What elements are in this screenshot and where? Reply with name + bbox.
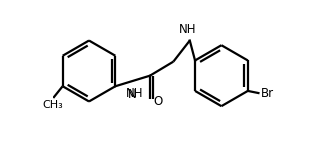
Text: NH: NH bbox=[126, 87, 144, 100]
Text: O: O bbox=[154, 95, 163, 108]
Text: Br: Br bbox=[261, 87, 274, 100]
Text: NH: NH bbox=[179, 23, 196, 36]
Text: CH₃: CH₃ bbox=[42, 100, 63, 110]
Text: N: N bbox=[128, 88, 137, 101]
